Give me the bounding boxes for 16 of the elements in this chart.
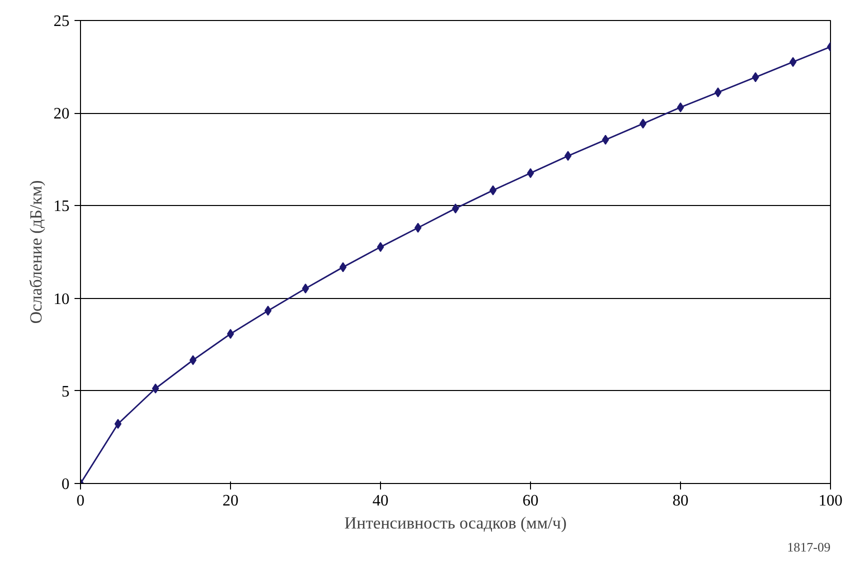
x-tick-label: 20	[222, 492, 238, 510]
text: 1817-09	[787, 540, 831, 554]
point	[377, 242, 384, 252]
y-tick-label: 15	[54, 198, 70, 216]
y-tick-label: 25	[54, 13, 70, 30]
x-tick-label: 40	[372, 492, 388, 510]
y-tick-label: 20	[54, 106, 70, 123]
y-axis-title: Ослабление (дБ/км)	[26, 180, 46, 324]
x-tick-label: 0	[76, 492, 84, 510]
x-tick-label: 80	[672, 492, 688, 510]
x-axis-title: Интенсивность осадков (мм/ч)	[344, 514, 567, 532]
y-tick-label: 5	[62, 383, 70, 400]
y-tick-label: 10	[54, 290, 70, 308]
y-tick-label: 0	[62, 476, 70, 493]
x-tick-label: 100	[818, 492, 842, 510]
x-tick-label: 60	[522, 492, 538, 510]
